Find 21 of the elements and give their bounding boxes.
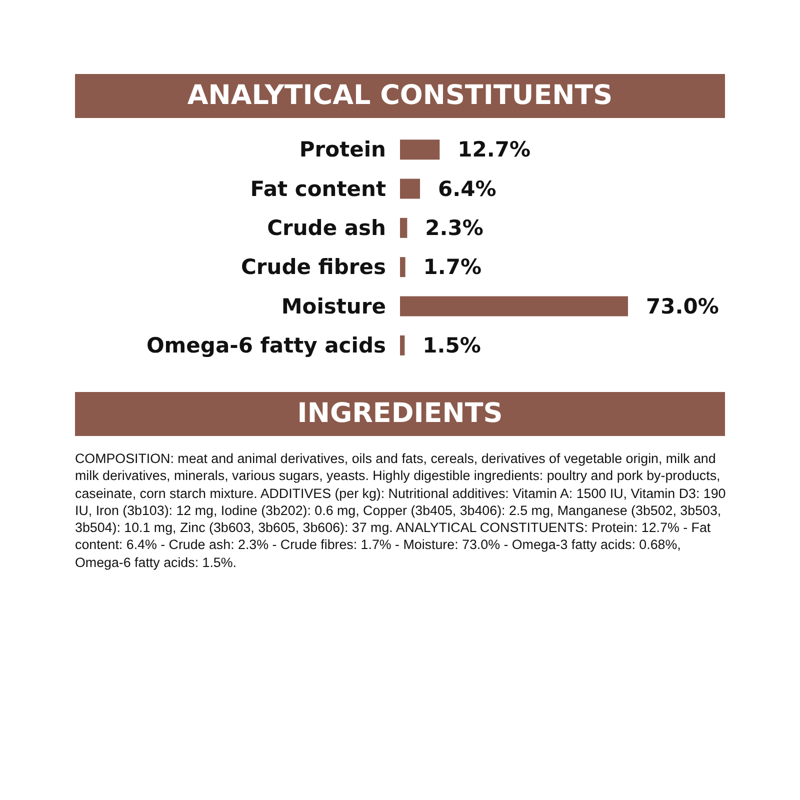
bar: [400, 257, 406, 278]
data-label: 12.7%: [458, 138, 531, 162]
bar: [400, 335, 405, 356]
bar: [400, 178, 420, 199]
y-tick-label: Protein: [299, 138, 386, 162]
data-label: 1.7%: [423, 255, 482, 280]
text: INGREDIENTS: [75, 392, 725, 436]
bar: [400, 140, 440, 160]
data-label: 73.0%: [646, 294, 719, 318]
y-tick-label: Crude fibres: [240, 255, 386, 280]
data-label: 2.3%: [425, 216, 484, 240]
y-tick-label: Crude ash: [267, 216, 386, 240]
data-label: 6.4%: [438, 176, 496, 201]
y-tick-label: Fat content: [250, 176, 386, 201]
y-tick-label: Moisture: [281, 294, 386, 318]
y-tick-label: Omega-6 fatty acids: [146, 333, 386, 358]
bar: [400, 218, 408, 238]
data-label: 1.5%: [422, 333, 481, 358]
chart-title: ANALYTICAL CONSTITUENTS: [75, 74, 725, 118]
text: COMPOSITION: meat and animal derivatives, oils and fats, cereals, derivatives of vegetable origin, milk and milk derivatives, minerals, various sugars, yeasts. Highly digestible ingredients: poultry and pork by-products, caseinate, corn starch mixture. ADDITIVES (per kg): Nutritional additives: Vitamin A: 1500 IU, Vitamin D3: 190 IU, Iron (3b103): 12 mg, Iodine (3b202): 0.6 mg, Copper (3b405, 3b406): 2.5 mg, Manganese (3b502, 3b503, 3b504): 10.1 mg, Zinc (3b603, 3b605, 3b606): 37 mg. ANALYTICAL CONSTITUENTS: Protein: 12.7% - Fat content: 6.4% - Crude ash: 2.3% - Crude fibres: 1.7% - Moisture: 73.0% - Omega-3 fatty acids: 0.68%, Omega-6 fatty acids: 1.5%.: [75, 450, 727, 572]
bar: [400, 296, 628, 316]
